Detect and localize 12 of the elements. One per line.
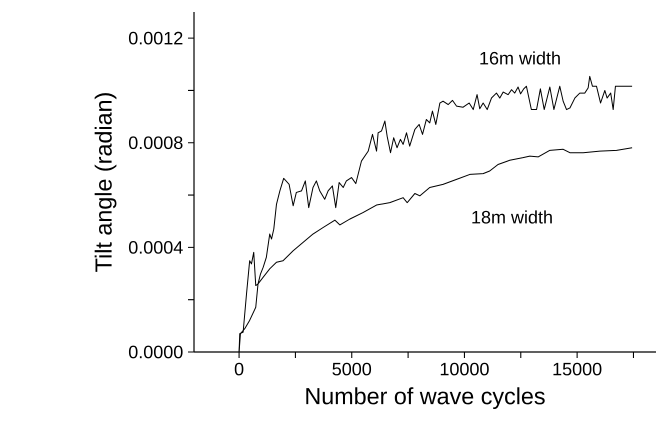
y-tick-label: 0.0000 xyxy=(128,346,183,358)
y-tick-label: 0.0008 xyxy=(128,136,182,150)
x-tick-label: 15000 xyxy=(553,362,602,376)
x-tick-label: 10000 xyxy=(440,362,489,376)
series-label: 18m width xyxy=(472,210,552,224)
y-tick-label: 0.0004 xyxy=(128,241,183,254)
y-tick-label: 0.0012 xyxy=(128,32,182,45)
x-tick-label: 0 xyxy=(234,362,244,376)
x-tick-label: 5000 xyxy=(332,362,372,376)
x-axis-title: Number of wave cycles xyxy=(306,387,545,410)
series-label: 16m width xyxy=(480,51,560,65)
y-axis-title: Tilt angle (radian) xyxy=(94,93,116,272)
